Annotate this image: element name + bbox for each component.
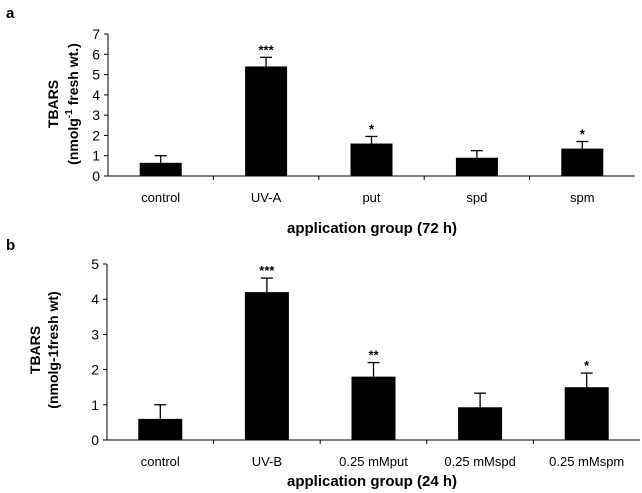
panel-a-category-label: UV-A: [251, 190, 282, 205]
panel-b-significance-label: ***: [259, 263, 275, 278]
panel-a-significance-label: *: [580, 127, 586, 142]
panel-b-ylabel-main: TBARS: [27, 326, 43, 374]
panel-b-ytick-label: 0: [91, 432, 99, 448]
panel-b-category-label: 0.25 mMput: [339, 454, 408, 469]
panel-a-ylabel: TBARS (nmolg-1 fresh wt.): [45, 43, 81, 165]
panel-a-category-label: spm: [570, 190, 595, 205]
panel-b: b TBARS (nmolg-1fresh wt) 0 1 2 3 4 5 control…: [6, 237, 640, 490]
panel-a-category-label: put: [362, 190, 380, 205]
panel-a-category-label: control: [141, 190, 180, 205]
panel-b-ylabel-unit: (nmolg-1fresh wt): [45, 291, 61, 408]
panel-a-bar-1: [139, 162, 182, 176]
panel-a-ytick-label: 2: [92, 127, 100, 143]
panel-a-bar-4: [455, 157, 498, 176]
panel-b-ytick-label: 2: [91, 362, 99, 378]
panel-a-letter: a: [6, 5, 15, 22]
panel-b-ytick-label: 1: [91, 397, 99, 413]
panel-a-ytick-label: 5: [92, 67, 100, 83]
panel-a-significance-label: *: [369, 121, 375, 136]
panel-a-ytick-label: 4: [92, 87, 100, 103]
panel-a-ytick-label: 6: [92, 46, 100, 62]
panel-a: a TBARS (nmolg-1 fresh wt.) 0 1 2 3 4 5 6 7 con…: [6, 5, 635, 237]
panel-b-ylabel: TBARS (nmolg-1fresh wt): [27, 291, 61, 408]
panel-b-letter: b: [6, 237, 15, 254]
panel-b-significance-label: *: [584, 358, 590, 373]
panel-b-category-label: control: [141, 454, 180, 469]
panel-a-ytick-label: 3: [92, 107, 100, 123]
panel-a-bar-5: [561, 148, 604, 176]
panel-a-marks: control UV-A *** put * spd spm *: [139, 42, 604, 205]
panel-b-bar-2: [244, 292, 289, 440]
panel-a-bar-3: [350, 143, 393, 176]
panel-b-bar-3: [351, 376, 396, 440]
panel-a-ytick-label: 7: [92, 26, 100, 42]
panel-b-significance-label: **: [368, 348, 379, 363]
panel-a-y-ticks: 0 1 2 3 4 5 6 7: [92, 26, 108, 184]
panel-b-xlabel: application group (24 h): [287, 473, 457, 490]
panel-a-category-label: spd: [466, 190, 487, 205]
panel-b-bar-5: [564, 387, 609, 440]
panel-a-significance-label: ***: [259, 42, 275, 57]
panel-a-xlabel: application group (72 h): [287, 220, 457, 237]
panel-a-ytick-label: 1: [92, 148, 100, 164]
panel-a-ytick-label: 0: [92, 168, 100, 184]
panel-b-ytick-label: 3: [91, 326, 99, 342]
panel-b-category-label: 0.25 mMspd: [444, 454, 516, 469]
panel-a-ylabel-main: TBARS: [45, 80, 61, 128]
panel-b-ytick-label: 4: [91, 291, 99, 307]
panel-a-bar-2: [245, 66, 288, 176]
panel-b-category-label: UV-B: [252, 454, 282, 469]
panel-b-bar-4: [458, 407, 503, 440]
panel-b-bar-1: [138, 418, 183, 440]
panel-b-ytick-label: 5: [91, 256, 99, 272]
panel-b-marks: control UV-B *** 0.25 mMput ** 0.25 mMspd 0.25…: [138, 263, 624, 469]
panel-a-ylabel-unit: (nmolg-1 fresh wt.): [64, 43, 81, 165]
panel-b-category-label: 0.25 mMspm: [549, 454, 624, 469]
panel-b-y-ticks: 0 1 2 3 4 5: [91, 256, 107, 448]
